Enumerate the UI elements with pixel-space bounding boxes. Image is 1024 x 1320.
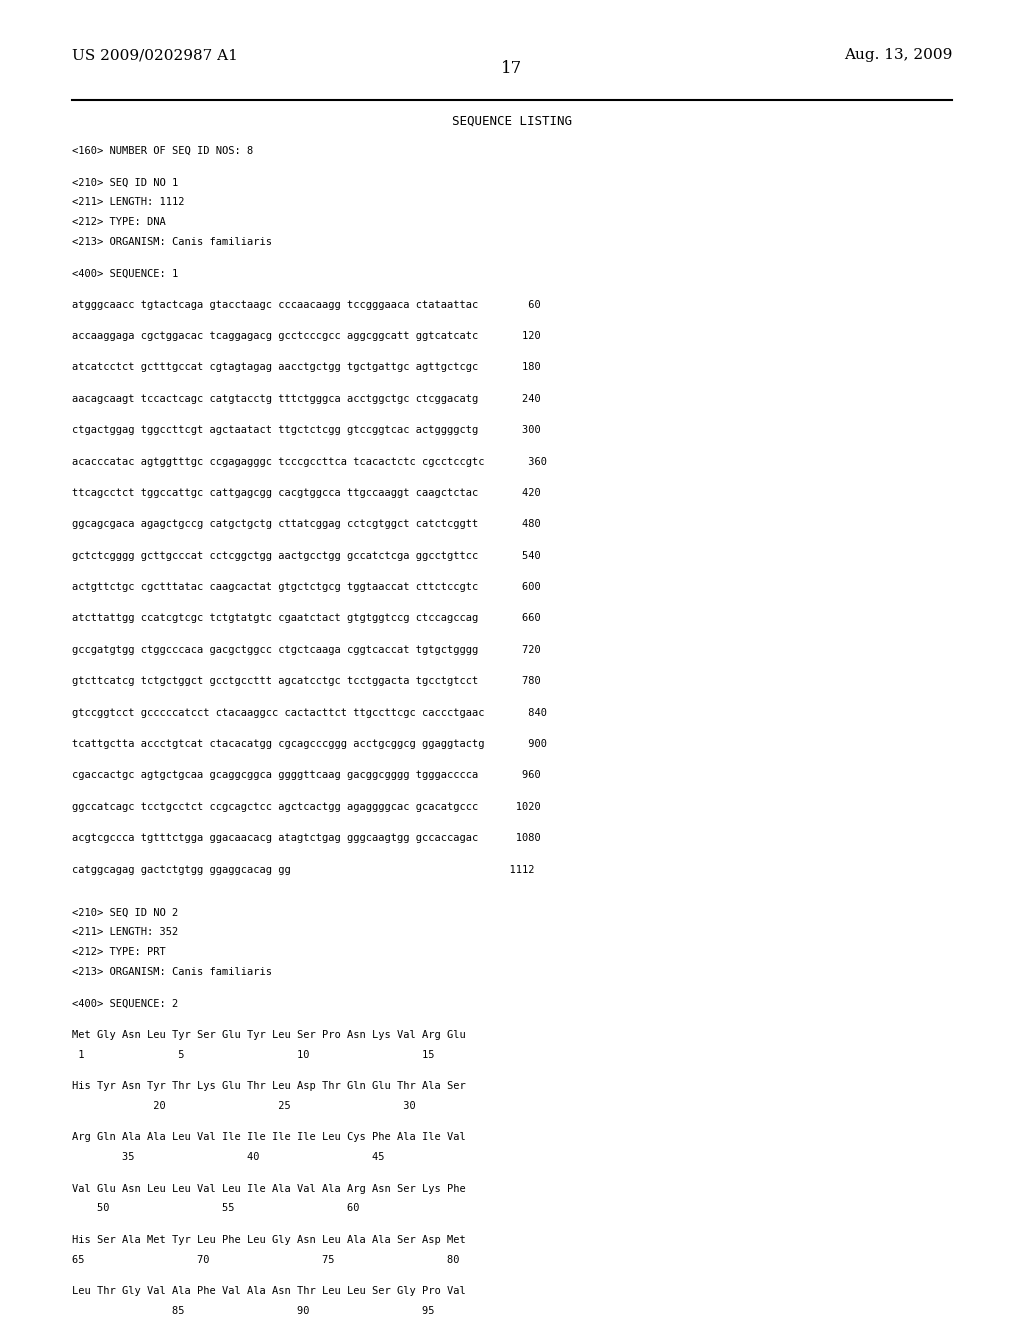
Text: aacagcaagt tccactcagc catgtacctg tttctgggca acctggctgc ctcggacatg       240: aacagcaagt tccactcagc catgtacctg tttctgg… [72,393,541,404]
Text: <160> NUMBER OF SEQ ID NOS: 8: <160> NUMBER OF SEQ ID NOS: 8 [72,147,253,156]
Text: <400> SEQUENCE: 1: <400> SEQUENCE: 1 [72,268,178,279]
Text: Met Gly Asn Leu Tyr Ser Glu Tyr Leu Ser Pro Asn Lys Val Arg Glu: Met Gly Asn Leu Tyr Ser Glu Tyr Leu Ser … [72,1030,466,1040]
Text: accaaggaga cgctggacac tcaggagacg gcctcccgcc aggcggcatt ggtcatcatc       120: accaaggaga cgctggacac tcaggagacg gcctccc… [72,331,541,341]
Text: Val Glu Asn Leu Leu Val Leu Ile Ala Val Ala Arg Asn Ser Lys Phe: Val Glu Asn Leu Leu Val Leu Ile Ala Val … [72,1184,466,1193]
Text: 65                  70                  75                  80: 65 70 75 80 [72,1254,459,1265]
Text: <213> ORGANISM: Canis familiaris: <213> ORGANISM: Canis familiaris [72,236,271,247]
Text: <211> LENGTH: 1112: <211> LENGTH: 1112 [72,197,184,207]
Text: 50                  55                  60: 50 55 60 [72,1204,359,1213]
Text: acacccatac agtggtttgc ccgagagggc tcccgccttca tcacactctc cgcctccgtc       360: acacccatac agtggtttgc ccgagagggc tcccgcc… [72,457,547,466]
Text: ggccatcagc tcctgcctct ccgcagctcc agctcactgg agaggggcac gcacatgccc      1020: ggccatcagc tcctgcctct ccgcagctcc agctcac… [72,801,541,812]
Text: gccgatgtgg ctggcccaca gacgctggcc ctgctcaaga cggtcaccat tgtgctgggg       720: gccgatgtgg ctggcccaca gacgctggcc ctgctca… [72,645,541,655]
Text: atcttattgg ccatcgtcgc tctgtatgtc cgaatctact gtgtggtccg ctccagccag       660: atcttattgg ccatcgtcgc tctgtatgtc cgaatct… [72,614,541,623]
Text: His Tyr Asn Tyr Thr Lys Glu Thr Leu Asp Thr Gln Glu Thr Ala Ser: His Tyr Asn Tyr Thr Lys Glu Thr Leu Asp … [72,1081,466,1092]
Text: <210> SEQ ID NO 1: <210> SEQ ID NO 1 [72,177,178,187]
Text: 17: 17 [502,61,522,77]
Text: atcatcctct gctttgccat cgtagtagag aacctgctgg tgctgattgc agttgctcgc       180: atcatcctct gctttgccat cgtagtagag aacctgc… [72,363,541,372]
Text: ctgactggag tggccttcgt agctaatact ttgctctcgg gtccggtcac actggggctg       300: ctgactggag tggccttcgt agctaatact ttgctct… [72,425,541,436]
Text: Leu Thr Gly Val Ala Phe Val Ala Asn Thr Leu Leu Ser Gly Pro Val: Leu Thr Gly Val Ala Phe Val Ala Asn Thr … [72,1286,466,1296]
Text: His Ser Ala Met Tyr Leu Phe Leu Gly Asn Leu Ala Ala Ser Asp Met: His Ser Ala Met Tyr Leu Phe Leu Gly Asn … [72,1234,466,1245]
Text: 1               5                  10                  15: 1 5 10 15 [72,1049,434,1060]
Text: 35                  40                  45: 35 40 45 [72,1152,384,1162]
Text: 85                  90                  95: 85 90 95 [72,1305,434,1316]
Text: tcattgctta accctgtcat ctacacatgg cgcagcccggg acctgcggcg ggaggtactg       900: tcattgctta accctgtcat ctacacatgg cgcagcc… [72,739,547,748]
Text: US 2009/0202987 A1: US 2009/0202987 A1 [72,48,238,62]
Text: <213> ORGANISM: Canis familiaris: <213> ORGANISM: Canis familiaris [72,968,271,977]
Text: Aug. 13, 2009: Aug. 13, 2009 [844,48,952,62]
Text: ttcagcctct tggccattgc cattgagcgg cacgtggcca ttgccaaggt caagctctac       420: ttcagcctct tggccattgc cattgagcgg cacgtgg… [72,488,541,498]
Text: 20                  25                  30: 20 25 30 [72,1101,416,1111]
Text: atgggcaacc tgtactcaga gtacctaagc cccaacaagg tccgggaaca ctataattac        60: atgggcaacc tgtactcaga gtacctaagc cccaaca… [72,300,541,310]
Text: gtccggtcct gcccccatcct ctacaaggcc cactacttct ttgccttcgc caccctgaac       840: gtccggtcct gcccccatcct ctacaaggcc cactac… [72,708,547,718]
Text: Arg Gln Ala Ala Leu Val Ile Ile Ile Ile Leu Cys Phe Ala Ile Val: Arg Gln Ala Ala Leu Val Ile Ile Ile Ile … [72,1133,466,1142]
Text: SEQUENCE LISTING: SEQUENCE LISTING [452,115,572,127]
Text: actgttctgc cgctttatac caagcactat gtgctctgcg tggtaaccat cttctccgtc       600: actgttctgc cgctttatac caagcactat gtgctct… [72,582,541,593]
Text: cgaccactgc agtgctgcaa gcaggcggca ggggttcaag gacggcgggg tgggacccca       960: cgaccactgc agtgctgcaa gcaggcggca ggggttc… [72,771,541,780]
Text: ggcagcgaca agagctgccg catgctgctg cttatcggag cctcgtggct catctcggtt       480: ggcagcgaca agagctgccg catgctgctg cttatcg… [72,519,541,529]
Text: acgtcgccca tgtttctgga ggacaacacg atagtctgag gggcaagtgg gccaccagac      1080: acgtcgccca tgtttctgga ggacaacacg atagtct… [72,833,541,843]
Text: <400> SEQUENCE: 2: <400> SEQUENCE: 2 [72,998,178,1008]
Text: gctctcgggg gcttgcccat cctcggctgg aactgcctgg gccatctcga ggcctgttcc       540: gctctcgggg gcttgcccat cctcggctgg aactgcc… [72,550,541,561]
Text: <212> TYPE: PRT: <212> TYPE: PRT [72,948,166,957]
Text: catggcagag gactctgtgg ggaggcacag gg                                   1112: catggcagag gactctgtgg ggaggcacag gg 1112 [72,865,535,875]
Text: <211> LENGTH: 352: <211> LENGTH: 352 [72,928,178,937]
Text: <212> TYPE: DNA: <212> TYPE: DNA [72,216,166,227]
Text: gtcttcatcg tctgctggct gcctgccttt agcatcctgc tcctggacta tgcctgtcct       780: gtcttcatcg tctgctggct gcctgccttt agcatcc… [72,676,541,686]
Text: <210> SEQ ID NO 2: <210> SEQ ID NO 2 [72,907,178,917]
